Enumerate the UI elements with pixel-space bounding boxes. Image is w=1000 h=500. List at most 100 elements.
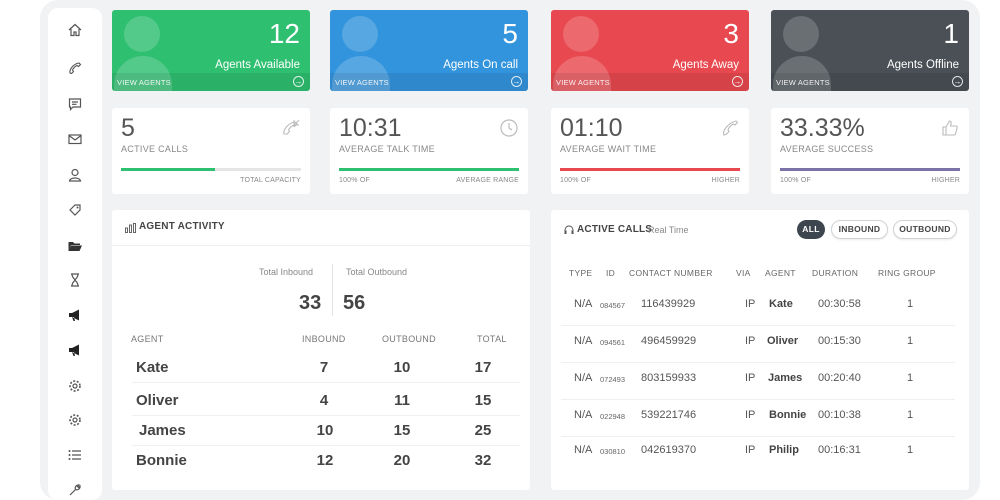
column-header-inbound: INBOUND [302,334,346,344]
arrow-right-icon: → [293,76,304,87]
gear-icon[interactable] [63,374,87,398]
phone-icon[interactable] [63,56,87,80]
row-divider [132,445,520,446]
outbound-count: 10 [393,359,411,376]
capacity-track [121,168,301,171]
ring-group: 1 [907,298,914,310]
avatar [342,16,378,52]
view-agents-link[interactable]: VIEW AGENTS → [330,73,528,91]
row-divider [561,325,955,326]
thumbs-up-icon [942,120,958,136]
hourglass-icon[interactable] [63,268,87,292]
active-calls-subtitle: Real Time [648,225,689,235]
inbound-count: 12 [316,452,334,469]
mail-icon[interactable] [63,127,87,151]
table-row[interactable]: N/A 072493 803159933 IP James 00:20:40 1 [551,372,969,409]
folder-icon[interactable] [63,234,87,258]
filter-all-button[interactable]: ALL [797,220,825,239]
contact-number: 803159933 [641,372,697,384]
call-agent: Oliver [767,335,799,347]
clock-icon [500,119,518,137]
phone-incoming-icon [283,119,300,135]
filter-inbound-button[interactable]: INBOUND [831,220,888,239]
agent-name: Kate [136,359,169,376]
table-row: Kate 7 10 17 [112,353,530,383]
active-calls-panel: ACTIVE CALLS Real Time ALL INBOUND OUTBO… [551,210,969,490]
call-agent: Philip [769,444,799,456]
column-header-type: TYPE [569,268,593,278]
agents-away-label: Agents Away [672,59,739,71]
column-header-via: VIA [736,268,751,278]
agents-away-card: 3 Agents Away VIEW AGENTS → [551,10,749,91]
ring-group: 1 [907,372,914,384]
call-type: N/A [574,409,593,421]
arrow-right-icon: → [511,76,522,87]
call-id: 022948 [600,412,626,421]
agents-offline-count: 1 [943,18,959,49]
view-agents-link[interactable]: VIEW AGENTS → [551,73,749,91]
row-divider [561,436,955,437]
metric-sub-left: 100% OF [339,177,370,184]
total-count: 32 [474,452,492,469]
table-row[interactable]: N/A 094561 496459929 IP Oliver 00:15:30 … [551,335,969,372]
contact-number: 042619370 [641,444,697,456]
call-type: N/A [574,298,593,310]
call-duration: 00:20:40 [818,372,861,384]
capacity-fill [121,168,215,171]
column-header-ring-group: RING GROUP [878,268,936,278]
column-header-contact: CONTACT NUMBER [629,268,713,278]
table-row: Oliver 4 11 15 [112,386,530,416]
column-header-agent: AGENT [131,334,164,344]
table-row[interactable]: N/A 030810 042619370 IP Philip 00:16:31 … [551,444,969,481]
call-type: N/A [574,444,593,456]
phone-icon [723,120,739,136]
total-count: 17 [474,359,492,376]
tag-icon[interactable] [63,198,87,222]
wrench-icon[interactable] [63,478,87,500]
call-duration: 00:30:58 [818,298,861,310]
avatar [563,16,599,52]
home-icon[interactable] [63,18,87,42]
contact-number: 539221746 [641,409,697,421]
arrow-right-icon: → [952,76,963,87]
call-agent: Bonnie [769,409,807,421]
list-icon[interactable] [63,443,87,467]
gear-icon[interactable] [63,408,87,432]
call-via: IP [745,444,756,456]
agents-on-call-label: Agents On call [443,59,518,71]
megaphone-icon[interactable] [63,338,87,362]
view-agents-link[interactable]: VIEW AGENTS → [771,73,969,91]
bar-chart-icon [125,223,136,233]
table-row[interactable]: N/A 084567 116439929 IP Kate 00:30:58 1 [551,298,969,335]
outbound-count: 15 [393,422,411,439]
inbound-count: 4 [319,392,329,409]
active-calls-title: ACTIVE CALLS [577,224,653,235]
outbound-count: 11 [394,392,410,409]
user-icon[interactable] [63,163,87,187]
metric-label: ACTIVE CALLS [121,144,189,154]
agents-available-count: 12 [268,18,300,49]
metric-value: 01:10 [560,114,623,142]
column-header-id: ID [606,268,616,278]
active-calls-metric: 5 ACTIVE CALLS TOTAL CAPACITY [112,108,310,194]
view-agents-link[interactable]: VIEW AGENTS → [112,73,310,91]
outbound-count: 20 [393,452,411,469]
megaphone-icon[interactable] [63,303,87,327]
view-agents-label: VIEW AGENTS [556,78,610,87]
metric-sub-left: 100% OF [560,177,591,184]
column-header-agent: AGENT [765,268,796,278]
total-count: 15 [474,392,492,409]
total-outbound-value: 56 [343,292,366,314]
call-agent: James [768,372,803,384]
call-id: 030810 [600,447,626,456]
filter-outbound-button[interactable]: OUTBOUND [893,220,957,239]
average-talk-time-metric: 10:31 AVERAGE TALK TIME 100% OF AVERAGE … [330,108,528,194]
metric-label: AVERAGE TALK TIME [339,144,435,154]
call-agent: Kate [769,298,793,310]
column-header-duration: DURATION [812,268,859,278]
inbound-count: 10 [316,422,334,439]
chat-icon[interactable] [63,92,87,116]
call-duration: 00:16:31 [818,444,861,456]
agent-name: Oliver [136,392,179,409]
table-row[interactable]: N/A 022948 539221746 IP Bonnie 00:10:38 … [551,409,969,446]
